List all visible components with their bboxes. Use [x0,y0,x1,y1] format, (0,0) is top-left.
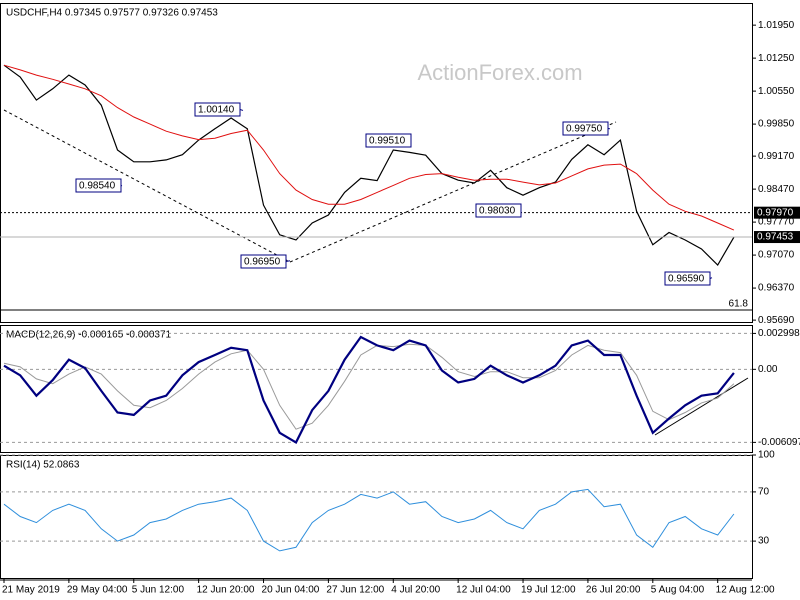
series-line [3,343,735,430]
annotation-box [664,271,711,286]
x-tick-label: 5 Jun 12:00 [132,585,185,596]
x-tick-label: 4 Jul 20:00 [391,585,440,596]
annotation-box [75,178,122,193]
y-tick-label: 1.01250 [758,53,795,64]
x-tick-label: 12 Aug 12:00 [716,585,775,596]
annotation-label: 0.99510 [369,136,406,147]
annotation-box [194,102,241,117]
x-tick-label: 26 Jul 20:00 [586,585,641,596]
annotation-box [562,121,609,136]
x-tick-label: 12 Jul 04:00 [456,585,511,596]
y-tick-label: 0.97070 [758,250,795,261]
panel-frame [0,325,753,453]
annotation-box [475,203,522,218]
panel-frame [0,3,753,323]
y-tick-label: 1.00550 [758,86,795,97]
annotation-label: 0.98030 [479,206,516,217]
y-tick-label: 70 [758,487,770,498]
y-tick-label: 0.99170 [758,151,795,162]
annotation-box [365,133,412,148]
level-label-box [754,206,800,219]
y-tick-label: 0.96370 [758,283,795,294]
y-tick-label: 30 [758,536,770,547]
x-tick-label: 27 Jun 12:00 [326,585,384,596]
series-line [3,64,735,231]
fib-label: 61.8 [729,299,749,310]
annotation-box [240,254,287,269]
watermark: ActionForex.com [417,60,582,85]
x-tick-label: 5 Aug 04:00 [651,585,705,596]
y-tick-label: 100 [758,450,775,461]
annotation-label: 0.98540 [79,181,116,192]
x-tick-label: 21 May 2019 [2,585,60,596]
x-tick-label: 29 May 04:00 [67,585,128,596]
panel-title: RSI(14) 52.0863 [6,460,80,471]
panel-frame [0,455,753,579]
y-tick-label: 0.98470 [758,184,795,195]
x-tick-label: 19 Jul 12:00 [521,585,576,596]
y-tick-label: 1.01950 [758,20,795,31]
series-line [3,64,735,266]
last-price-label-box [754,231,800,244]
annotation-leader [285,260,291,262]
y-tick-label: 0.99850 [758,119,795,130]
series-line [3,335,735,444]
level-label: 0.97970 [757,207,794,218]
macd-trend-line [654,377,749,436]
last-price-label: 0.97453 [757,232,794,243]
y-tick-label: 0.00 [758,364,778,375]
annotation-label: 0.99750 [566,124,603,135]
y-tick-label: 0.002998 [758,328,800,339]
x-tick-label: 20 Jun 04:00 [262,585,320,596]
y-tick-label: 0.95690 [758,315,795,326]
panel-title: USDCHF,H4 0.97345 0.97577 0.97326 0.9745… [6,8,218,19]
panel-title: MACD(12,26,9) -0.000165 -0.000371 [6,330,172,341]
annotation-label: 0.96590 [668,274,705,285]
y-tick-label: -0.006097 [758,437,800,448]
x-tick-label: 12 Jun 20:00 [197,585,255,596]
trend-line [289,121,617,263]
annotation-label: 1.00140 [198,105,235,116]
series-line [3,488,735,552]
annotation-label: 0.96950 [244,257,281,268]
y-tick-label: 0.97770 [758,217,795,228]
